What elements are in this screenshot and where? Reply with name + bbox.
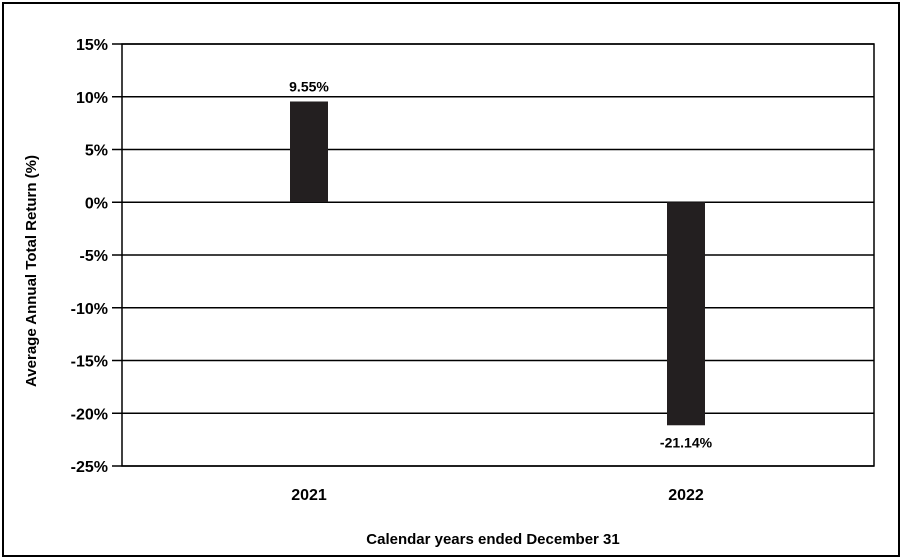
y-tick-label: -20%	[71, 406, 108, 423]
x-tick-labels: 2021 2022	[291, 487, 704, 504]
x-axis-label: Calendar years ended December 31	[366, 531, 619, 548]
value-label-2022: -21.14%	[660, 434, 713, 450]
bar-2022	[667, 202, 705, 426]
value-labels: 9.55% -21.14%	[289, 78, 712, 450]
y-tick-label: -10%	[71, 301, 108, 318]
x-tick-label-2021: 2021	[291, 487, 327, 504]
y-tick-label: -5%	[80, 248, 108, 265]
y-tick-label: 15%	[76, 37, 108, 54]
x-tick-label-2022: 2022	[668, 487, 704, 504]
y-tick-label: -25%	[71, 459, 108, 476]
y-tick-labels: 15% 10% 5% 0% -5% -10% -15% -20% -25%	[71, 37, 108, 476]
y-axis-label: Average Annual Total Return (%)	[23, 155, 40, 387]
y-tick-label: 5%	[85, 143, 108, 160]
y-tick-label: 10%	[76, 90, 108, 107]
plot-area-border	[121, 43, 875, 467]
gridlines	[112, 43, 874, 467]
y-tick-label: -15%	[71, 354, 108, 371]
bar-2021	[290, 101, 328, 203]
bars	[290, 101, 705, 426]
y-tick-label: 0%	[85, 195, 108, 212]
value-label-2021: 9.55%	[289, 78, 329, 94]
